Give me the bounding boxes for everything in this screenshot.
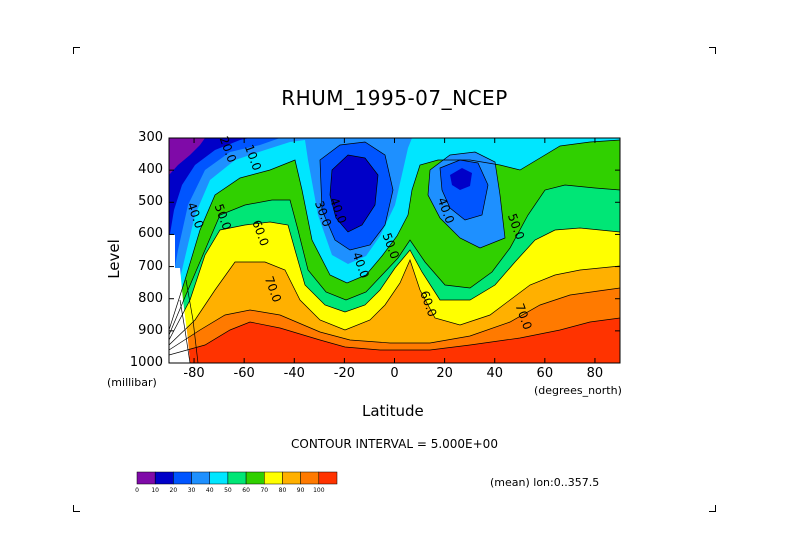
y-tick-label: 900 [138, 322, 163, 338]
crop-mark-bottom-right [709, 505, 716, 512]
colorbar-tick-label: 0 [135, 487, 139, 494]
x-tick-label: 60 [536, 366, 554, 381]
colorbar-swatch [227, 471, 247, 485]
colorbar-tick-label: 50 [224, 487, 232, 494]
colorbar-swatch [209, 471, 229, 485]
y-tick-label: 700 [138, 258, 163, 274]
colorbar-swatch [318, 471, 338, 485]
x-tick-label: 0 [390, 366, 399, 381]
x-tick-label: 20 [436, 366, 453, 381]
colorbar-swatch [136, 471, 156, 485]
crop-mark-bottom-left [73, 505, 80, 512]
x-unit-label: (degrees_north) [534, 384, 622, 397]
colorbar-swatch [154, 471, 174, 485]
colorbar-swatch [191, 471, 210, 485]
fill-violet-band [169, 138, 205, 175]
crop-mark-top-right [709, 47, 716, 54]
x-tick-label: -20 [333, 366, 355, 381]
colorbar-tick-label: 60 [242, 487, 250, 494]
y-unit-label: (millibar) [107, 376, 157, 389]
x-axis-title: Latitude [362, 402, 424, 420]
contour-lines [169, 139, 620, 363]
colorbar-tick-label: 10 [151, 487, 159, 494]
mean-longitude-label: (mean) lon:0..357.5 [490, 476, 600, 489]
fill-dark-blue-band [169, 138, 472, 240]
colorbar-tick-label: 80 [278, 487, 287, 494]
colorbar-tick-label: 20 [169, 487, 178, 494]
x-tick-label: 40 [486, 366, 503, 381]
colorbar-swatch [264, 471, 283, 485]
x-tick-label: -40 [283, 366, 305, 381]
y-tick-label: 800 [138, 290, 163, 306]
x-tick-label: -80 [183, 366, 205, 381]
colorbar-swatch [300, 471, 320, 485]
x-tick-label: -60 [233, 366, 255, 381]
contour-fills [169, 138, 620, 363]
colorbar-swatch [245, 471, 265, 485]
colorbar-tick-label: 100 [313, 487, 325, 494]
y-tick-label: 300 [138, 130, 163, 145]
contour-interval-label: CONTOUR INTERVAL = 5.000E+00 [291, 437, 498, 451]
colorbar-tick-label: 70 [260, 487, 269, 494]
colorbar-swatch [173, 471, 192, 485]
missing-data-region [169, 235, 190, 363]
y-tick-label: 1000 [129, 355, 163, 370]
fill-cyan-band [169, 138, 620, 330]
crop-mark-top-left [73, 47, 80, 54]
axis-ticks [169, 137, 620, 364]
chart-title: RHUM_1995-07_NCEP [281, 86, 508, 110]
colorbar [136, 471, 338, 485]
y-axis-title: Level [104, 239, 123, 279]
y-tick-label: 600 [138, 226, 163, 242]
colorbar-tick-label: 90 [296, 487, 305, 494]
y-tick-label: 400 [138, 162, 163, 178]
fill-blue-band [169, 138, 488, 300]
colorbar-tick-label: 30 [187, 487, 196, 494]
colorbar-tick-label: 40 [205, 487, 214, 494]
y-tick-label: 500 [138, 194, 163, 210]
x-tick-label: 80 [586, 366, 604, 381]
colorbar-swatch [282, 471, 301, 485]
